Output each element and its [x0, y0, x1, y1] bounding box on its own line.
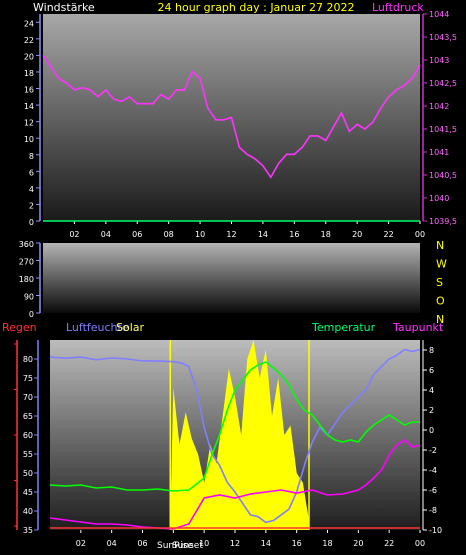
humidity-axis-tick-label: 70	[23, 393, 33, 402]
left-axis-tick-label: 8	[29, 152, 34, 161]
direction-label: N	[436, 313, 444, 326]
right-axis-tick-label: 1042,5	[429, 79, 457, 88]
sunset-label: Sunset	[172, 541, 203, 551]
right-axis-tick-label: 1044	[429, 10, 449, 19]
x-axis-tick-label-bottom: 10	[199, 539, 209, 548]
temperature-axis-tick-label: 6	[429, 366, 434, 375]
left-axis-tick-label: 12	[24, 119, 34, 128]
temperature-axis-tick-label: -2	[429, 446, 437, 455]
x-axis-tick-label: 16	[289, 230, 299, 239]
right-axis-tick-label: 1043,5	[429, 33, 457, 42]
humidity-axis-tick-label: 50	[23, 469, 33, 478]
legend-dewpoint: Taupunkt	[392, 321, 444, 334]
humidity-axis-tick-label: 60	[23, 431, 33, 440]
wind-direction-panel	[43, 243, 420, 313]
x-axis-tick-label-bottom: 06	[137, 539, 147, 548]
direction-label: W	[436, 258, 447, 271]
direction-axis-tick-label: 270	[19, 258, 34, 267]
left-axis-tick-label: 10	[24, 135, 34, 144]
header-left: Windstärke	[33, 1, 95, 14]
direction-label: S	[436, 276, 443, 289]
left-axis-tick-label: 22	[24, 36, 34, 45]
humidity-axis-tick-label: 35	[23, 526, 33, 535]
left-axis-tick-label: 20	[24, 52, 34, 61]
left-axis-tick-label: 4	[29, 185, 34, 194]
left-axis-tick-label: 18	[24, 69, 34, 78]
x-axis-tick-label: 14	[258, 230, 268, 239]
right-axis-tick-label: 1042	[429, 102, 449, 111]
header-right: Luftdruck	[372, 1, 424, 14]
x-axis-tick-label: 04	[101, 230, 111, 239]
x-axis-tick-label-bottom: 18	[322, 539, 332, 548]
direction-axis-tick-label: 360	[19, 240, 34, 249]
direction-label: O	[436, 295, 445, 308]
series-luftfeuchte-line	[49, 348, 421, 524]
left-axis-tick-label: 16	[24, 86, 34, 95]
x-axis-tick-label-bottom: 04	[107, 539, 117, 548]
temperature-axis-tick-label: 8	[429, 346, 434, 355]
left-axis-tick-label: 0	[29, 218, 34, 227]
legend-humidity: Luftfeuchte	[66, 321, 129, 334]
humidity-axis-tick-label: 80	[23, 355, 33, 364]
direction-axis-tick-label: 180	[19, 275, 34, 284]
x-axis-tick-label: 00	[415, 230, 425, 239]
temperature-axis-tick-label: -10	[429, 526, 442, 535]
legend-rain: Regen	[2, 321, 37, 334]
x-axis-tick-label: 08	[164, 230, 174, 239]
temperature-axis-tick-label: 4	[429, 386, 434, 395]
x-axis-tick-label-bottom: 22	[384, 539, 394, 548]
x-axis-tick-label: 02	[69, 230, 79, 239]
x-axis-tick-label-bottom: 02	[76, 539, 86, 548]
x-axis-tick-label: 06	[132, 230, 142, 239]
x-axis-tick-label-bottom: 12	[230, 539, 240, 548]
temperature-axis-tick-label: 0	[429, 426, 434, 435]
x-axis-tick-label-bottom: 20	[353, 539, 363, 548]
series-solar-area	[170, 340, 309, 530]
x-axis-tick-label: 22	[383, 230, 393, 239]
left-axis-tick-label: 24	[24, 19, 34, 28]
series-taupunkt-line	[49, 438, 421, 530]
temperature-axis-tick-label: -8	[429, 506, 437, 515]
legend-temperature: Temperatur	[311, 321, 376, 334]
temperature-axis-tick-label: -6	[429, 486, 437, 495]
pressure-plot: 24222018161412108642010441043,510431042,…	[24, 10, 457, 239]
direction-axis-tick-label: 90	[24, 293, 34, 302]
header-title: 24 hour graph day : Januar 27 2022	[158, 1, 355, 14]
humidity-axis-tick-label: 55	[23, 450, 33, 459]
x-axis-tick-label-bottom: 14	[261, 539, 271, 548]
temperature-axis-tick-label: 2	[429, 406, 434, 415]
humidity-axis-tick-label: 40	[23, 507, 33, 516]
humidity-axis-tick-label: 65	[23, 412, 33, 421]
direction-label: N	[436, 239, 444, 252]
temperature-axis-tick-label: -4	[429, 466, 437, 475]
x-axis-tick-label: 20	[352, 230, 362, 239]
x-axis-tick-label: 10	[195, 230, 205, 239]
left-axis-tick-label: 2	[29, 201, 34, 210]
right-axis-tick-label: 1043	[429, 56, 449, 65]
left-axis-tick-label: 6	[29, 168, 34, 177]
x-axis-tick-label: 18	[321, 230, 331, 239]
x-axis-tick-label-bottom: 00	[415, 539, 425, 548]
right-axis-tick-label: 1040	[429, 194, 449, 203]
left-axis-tick-label: 14	[24, 102, 34, 111]
direction-axis-tick-label: 0	[29, 310, 34, 319]
right-axis-tick-label: 1041,5	[429, 125, 457, 134]
series-luftdruck-line	[42, 54, 421, 179]
right-axis-tick-label: 1041	[429, 148, 449, 157]
right-axis-tick-label: 1039,5	[429, 217, 457, 226]
legend-solar: Solar	[116, 321, 145, 334]
x-axis-tick-label-bottom: 16	[292, 539, 302, 548]
humidity-axis-tick-label: 75	[23, 374, 33, 383]
series-temperatur-line	[49, 361, 420, 492]
humidity-axis-tick-label: 45	[23, 488, 33, 497]
sunrise-label: SunRise	[157, 541, 194, 551]
right-axis-tick-label: 1040,5	[429, 171, 457, 180]
x-axis-tick-label: 12	[226, 230, 236, 239]
